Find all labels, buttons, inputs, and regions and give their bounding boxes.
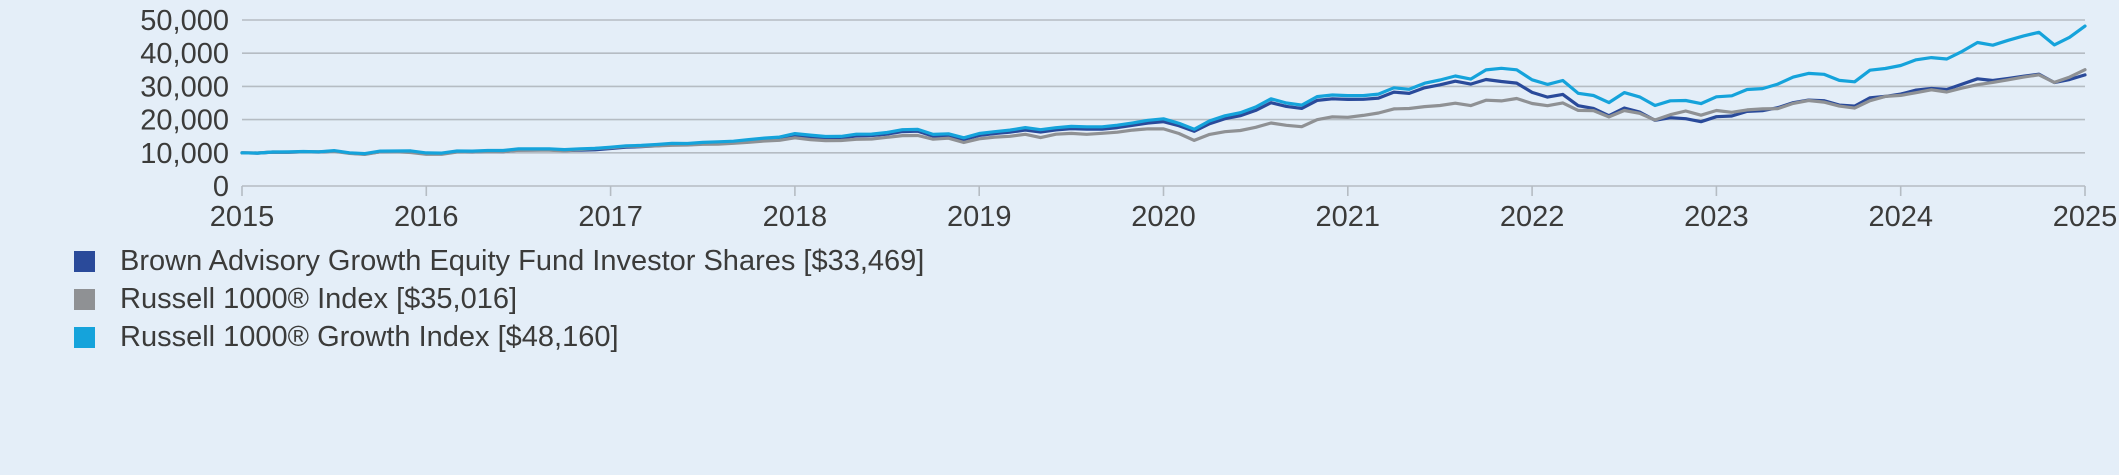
x-axis-label: 2016: [394, 201, 459, 233]
y-axis-label: 0: [213, 171, 229, 203]
legend-swatch-fund: [74, 250, 95, 272]
legend-swatch-russell-1000: [74, 288, 95, 310]
y-axis-label: 40,000: [140, 38, 229, 70]
x-axis-label: 2022: [1500, 201, 1565, 233]
legend-label-russell-1000: Russell 1000® Index [$35,016]: [120, 283, 518, 315]
legend-label-fund: Brown Advisory Growth Equity Fund Invest…: [120, 245, 925, 277]
chart-legend: Brown Advisory Growth Equity Fund Invest…: [74, 246, 924, 352]
legend-label-russell-1000-growth: Russell 1000® Growth Index [$48,160]: [120, 321, 619, 353]
x-axis-label: 2019: [947, 201, 1012, 233]
y-axis-label: 20,000: [140, 105, 229, 137]
y-axis-label: 10,000: [140, 138, 229, 170]
series-line-1: [240, 68, 2087, 156]
x-axis-label: 2020: [1131, 201, 1196, 233]
legend-item-fund: Brown Advisory Growth Equity Fund Invest…: [74, 246, 924, 276]
x-axis-label: 2018: [763, 201, 828, 233]
x-axis-label: 2025: [2053, 201, 2118, 233]
x-axis-label: 2017: [578, 201, 643, 233]
series-line-2: [240, 24, 2087, 156]
y-axis-label: 30,000: [140, 71, 229, 103]
x-axis-label: 2023: [1684, 201, 1749, 233]
legend-item-russell-1000: Russell 1000® Index [$35,016]: [74, 284, 924, 314]
legend-swatch-russell-1000-growth: [74, 326, 95, 348]
x-axis-label: 2015: [210, 201, 275, 233]
x-axis-label: 2021: [1316, 201, 1381, 233]
legend-item-russell-1000-growth: Russell 1000® Growth Index [$48,160]: [74, 322, 924, 352]
x-axis-label: 2024: [1868, 201, 1933, 233]
y-axis-label: 50,000: [140, 5, 229, 37]
